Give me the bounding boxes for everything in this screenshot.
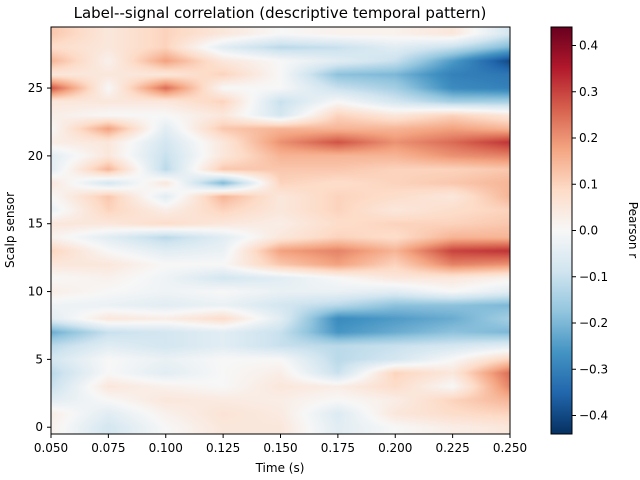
colorbar-tick-label: 0.2: [579, 131, 598, 145]
colorbar-tick-label: 0.1: [579, 177, 598, 191]
x-axis: 0.050 0.075 0.100 0.125 0.150 0.175 0.200 0.225…: [34, 434, 527, 455]
colorbar: −0.4 −0.3 −0.2 −0.1 0.0 0.1 0.2 0.3 0.4 Pearson …: [550, 26, 640, 435]
y-tick-label: 10: [28, 285, 43, 299]
y-tick-label: 25: [28, 81, 43, 95]
colorbar-gradient: [550, 26, 573, 435]
colorbar-tick-label: −0.3: [579, 362, 608, 376]
colorbar-tick-label: −0.2: [579, 316, 608, 330]
colorbar-tick-label: −0.1: [579, 270, 608, 284]
x-tick-label: 0.050: [34, 441, 68, 455]
y-tick-label: 5: [35, 352, 43, 366]
y-axis: 0 5 10 15 20 25: [28, 81, 51, 434]
colorbar-ticks: −0.4 −0.3 −0.2 −0.1 0.0 0.1 0.2 0.3 0.4: [572, 39, 608, 423]
colorbar-tick-label: 0.0: [579, 224, 598, 238]
x-tick-label: 0.200: [378, 441, 412, 455]
colorbar-tick-label: 0.3: [579, 85, 598, 99]
x-axis-label: Time (s): [255, 461, 305, 475]
x-tick-label: 0.225: [435, 441, 469, 455]
colorbar-tick-label: 0.4: [579, 39, 598, 53]
x-tick-label: 0.150: [263, 441, 297, 455]
x-tick-label: 0.100: [149, 441, 183, 455]
y-tick-label: 20: [28, 149, 43, 163]
y-tick-label: 15: [28, 217, 43, 231]
heatmap-plot-area: [50, 26, 511, 435]
chart-title: Label--signal correlation (descriptive t…: [74, 4, 487, 22]
colorbar-tick-label: −0.4: [579, 409, 608, 423]
x-tick-label: 0.175: [321, 441, 355, 455]
y-tick-label: 0: [35, 420, 43, 434]
colorbar-label: Pearson r: [626, 202, 640, 258]
y-axis-label: Scalp sensor: [3, 192, 17, 268]
x-tick-label: 0.075: [91, 441, 125, 455]
x-tick-label: 0.125: [206, 441, 240, 455]
heatmap-canvas: [51, 27, 510, 434]
x-tick-label: 0.250: [493, 441, 527, 455]
